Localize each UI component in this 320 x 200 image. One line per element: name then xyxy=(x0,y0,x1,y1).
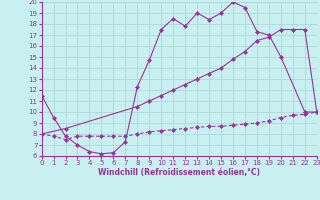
X-axis label: Windchill (Refroidissement éolien,°C): Windchill (Refroidissement éolien,°C) xyxy=(98,168,260,177)
